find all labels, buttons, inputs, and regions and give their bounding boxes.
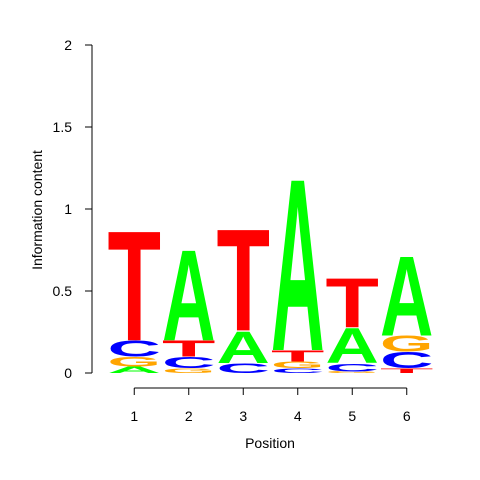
x-tick-label: 6 xyxy=(403,408,411,424)
logo-letter-A: A xyxy=(217,322,270,373)
logo-letter-C: C xyxy=(380,347,433,373)
logo-letter-A: A xyxy=(271,129,324,403)
logo-stack-3: CAT xyxy=(217,199,270,376)
logo-letter-C: C xyxy=(217,361,270,376)
x-axis-label: Position xyxy=(245,435,295,451)
x-tick-label: 5 xyxy=(348,408,356,424)
y-tick-label: 1 xyxy=(64,201,72,217)
y-tick-label: 0.5 xyxy=(53,283,73,299)
x-tick-label: 4 xyxy=(294,408,302,424)
x-tick-label: 3 xyxy=(239,408,247,424)
logo-letter-T: T xyxy=(217,199,270,362)
logo-letter-A: A xyxy=(326,319,379,375)
logo-letter-A: A xyxy=(108,365,161,375)
logo-letter-G: G xyxy=(380,331,433,356)
y-tick-label: 1.5 xyxy=(53,119,73,135)
logo-letter-A: A xyxy=(380,233,433,360)
logo-letter-C: C xyxy=(108,336,161,362)
y-axis-label: Information content xyxy=(29,150,45,270)
logo-letter-G: G xyxy=(326,371,379,374)
y-tick-label: 0 xyxy=(64,365,72,381)
x-tick-label: 2 xyxy=(185,408,193,424)
logo-letter-T: T xyxy=(162,336,215,362)
logo-letter-C: C xyxy=(162,354,215,372)
logo-letter-G: G xyxy=(271,360,324,370)
logo-letter-T: T xyxy=(380,367,434,375)
logo-letter-G: G xyxy=(162,367,215,375)
logo-letter-A: A xyxy=(162,223,215,368)
x-axis: 1 2 3 4 5 6 xyxy=(130,387,411,424)
logo-letter-T: T xyxy=(326,263,379,342)
logo-letter-T: T xyxy=(108,198,161,373)
logo-letter-C: C xyxy=(326,361,379,374)
logo-letter-T: T xyxy=(271,347,324,365)
logo-letter-G: G xyxy=(108,354,161,369)
y-tick-label: 2 xyxy=(64,37,72,53)
y-axis: 0 0.5 1 1.5 2 xyxy=(53,37,93,381)
x-tick-label: 1 xyxy=(130,408,138,424)
logo-letter-C: C xyxy=(271,367,324,375)
